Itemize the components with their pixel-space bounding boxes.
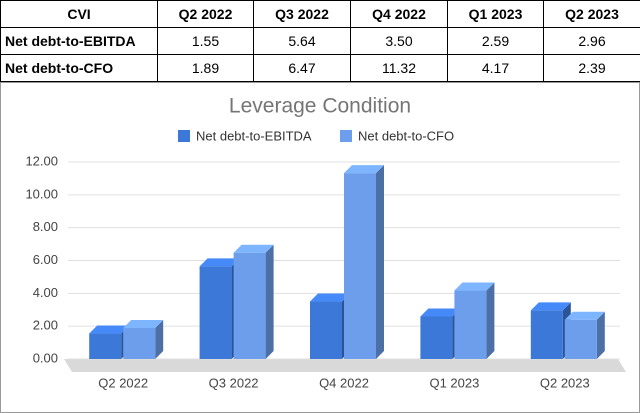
- legend-swatch: [340, 130, 352, 142]
- table-row: Net debt-to-CFO 1.89 6.47 11.32 4.17 2.39: [0, 54, 640, 82]
- y-tick-label: 4.00: [33, 285, 58, 300]
- legend-label: Net debt-to-CFO: [358, 128, 454, 143]
- bar: [123, 319, 164, 359]
- bar-front: [199, 266, 232, 359]
- y-tick-label: 8.00: [33, 219, 58, 234]
- bar: [564, 311, 605, 359]
- bar-top: [420, 308, 461, 317]
- chart-floor: [64, 359, 626, 372]
- bar-side: [596, 311, 605, 359]
- bar-front: [530, 310, 563, 359]
- x-tick-label: Q2 2022: [98, 375, 148, 390]
- x-tick-label: Q1 2023: [429, 375, 479, 390]
- bar-side: [155, 319, 164, 359]
- chart-title: Leverage Condition: [229, 95, 411, 118]
- header-cell: Q4 2022: [350, 0, 448, 28]
- table-row: Net debt-to-EBITDA 1.55 5.64 3.50 2.59 2.96: [0, 27, 640, 55]
- table-cell: Net debt-to-CFO: [0, 54, 158, 82]
- table-cell: 3.50: [350, 27, 448, 55]
- bar-side: [486, 282, 495, 359]
- header-cell: Q2 2022: [157, 0, 254, 28]
- table-cell: 2.96: [543, 27, 640, 55]
- bar-side: [265, 244, 274, 359]
- x-tick-label: Q3 2022: [209, 375, 259, 390]
- bar-top: [199, 258, 240, 267]
- x-tick-label: Q4 2022: [319, 375, 369, 390]
- y-tick-label: 10.00: [25, 186, 58, 201]
- y-tick-label: 6.00: [33, 252, 58, 267]
- table-cell: 1.55: [157, 27, 254, 55]
- table-body: CVI Q2 2022 Q3 2022 Q4 2022 Q1 2023 Q2 2023 Ne…: [0, 0, 640, 82]
- bar: [233, 244, 274, 359]
- data-table: CVI Q2 2022 Q3 2022 Q4 2022 Q1 2023 Q2 2023 Ne…: [0, 0, 640, 82]
- table-cell: 4.17: [447, 54, 544, 82]
- legend-swatch: [178, 130, 190, 142]
- bar: [344, 165, 384, 359]
- table-cell: 6.47: [253, 54, 351, 82]
- header-cell: CVI: [0, 0, 158, 28]
- y-tick-label: 0.00: [33, 350, 58, 365]
- bar-top: [344, 165, 384, 174]
- y-tick-label: 2.00: [33, 318, 58, 333]
- x-tick-label: Q2 2023: [540, 375, 590, 390]
- header-cell: Q1 2023: [447, 0, 544, 28]
- bar-top: [123, 319, 164, 328]
- table-cell: 2.39: [543, 54, 640, 82]
- bar-top: [454, 282, 495, 291]
- bar-top: [89, 325, 130, 334]
- bar: [454, 282, 495, 359]
- table-cell: 2.59: [447, 27, 544, 55]
- bar-front: [564, 319, 597, 359]
- table-cell: 11.32: [350, 54, 448, 82]
- bar-front: [420, 316, 453, 359]
- header-cell: Q2 2023: [543, 0, 640, 28]
- bar-top: [233, 244, 274, 253]
- y-tick-label: 12.00: [25, 153, 58, 168]
- bar-top: [530, 302, 571, 311]
- table-row: CVI Q2 2022 Q3 2022 Q4 2022 Q1 2023 Q2 2023: [0, 0, 640, 28]
- bar-front: [310, 301, 342, 359]
- bar-side: [376, 165, 384, 359]
- bar-top: [564, 311, 605, 320]
- chart: Leverage Condition 0.00 2.00 4.00 6.00 8.00 1…: [0, 82, 640, 413]
- table-cell: 1.89: [157, 54, 254, 82]
- bar-front: [89, 333, 122, 359]
- table-cell: Net debt-to-EBITDA: [0, 27, 158, 55]
- bar-front: [344, 173, 376, 359]
- header-cell: Q3 2022: [253, 0, 351, 28]
- legend-label: Net debt-to-EBITDA: [196, 128, 312, 143]
- bar-top: [310, 293, 350, 302]
- bar-front: [454, 290, 487, 359]
- bar-front: [123, 327, 156, 359]
- bar-front: [233, 252, 266, 359]
- table-cell: 5.64: [253, 27, 351, 55]
